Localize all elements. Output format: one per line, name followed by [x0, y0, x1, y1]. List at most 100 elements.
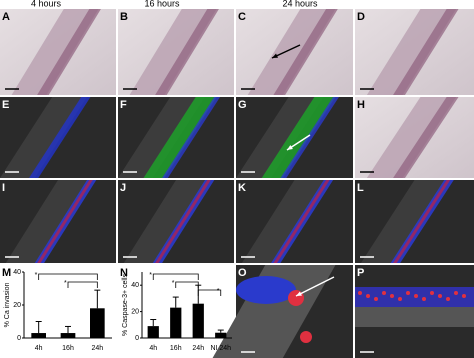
micrograph — [0, 9, 116, 95]
panel-label: G — [238, 99, 247, 111]
tissue-band — [393, 180, 451, 263]
micrograph — [118, 97, 234, 178]
y-tick-label: 0 — [17, 335, 21, 342]
x-tick-label: 4h — [35, 345, 43, 352]
panel-label: A — [2, 11, 10, 23]
micrograph — [0, 180, 116, 263]
tissue-band — [155, 180, 211, 263]
column-header: 24 hours — [282, 0, 318, 8]
column-header: 16 hours — [144, 0, 180, 8]
panel-label: P — [357, 267, 364, 279]
micrograph — [355, 97, 474, 178]
bar — [60, 333, 76, 338]
bracket — [67, 281, 98, 288]
cell — [422, 297, 426, 301]
cell — [446, 297, 450, 301]
panel-label: I — [2, 182, 5, 194]
tissue-band — [0, 97, 87, 178]
micrograph — [236, 97, 353, 178]
bar — [192, 303, 204, 338]
panel-label: M — [2, 267, 11, 279]
bracket — [197, 289, 222, 296]
cell — [300, 331, 312, 343]
tissue-band — [123, 180, 211, 263]
bar — [170, 307, 182, 338]
significance-marker: * — [64, 280, 67, 287]
cell — [390, 294, 394, 298]
arrow-head — [287, 145, 293, 150]
micrograph — [355, 180, 474, 263]
bar — [147, 326, 159, 338]
cell — [462, 294, 466, 298]
panel-label: H — [357, 99, 365, 111]
micrograph — [355, 265, 474, 358]
bracket — [38, 273, 98, 280]
tissue-band — [212, 265, 336, 358]
micrograph — [355, 9, 474, 95]
tissue-band — [273, 180, 330, 263]
panel-label: N — [120, 267, 128, 279]
x-tick-label: 16h — [62, 345, 74, 352]
tissue-band — [155, 9, 219, 95]
bar — [90, 308, 105, 338]
panel-label: L — [357, 182, 364, 194]
panel-label: E — [2, 99, 9, 111]
y-tick-label: 20 — [13, 302, 21, 309]
arrow — [295, 276, 335, 297]
tissue-band — [37, 180, 93, 263]
panel-label: J — [120, 182, 126, 194]
tissue-band — [393, 97, 459, 178]
tissue-band — [29, 97, 91, 178]
x-tick-label: NI 24h — [210, 345, 231, 352]
cell — [358, 291, 362, 295]
tissue-band — [162, 97, 221, 178]
cell — [438, 294, 442, 298]
micrograph — [236, 9, 353, 95]
tissue-band — [143, 97, 217, 178]
significance-marker: * — [35, 272, 38, 279]
arrow-head — [272, 53, 278, 58]
x-tick-label: 16h — [170, 345, 182, 352]
tissue-band — [393, 9, 459, 95]
tissue-band — [273, 9, 338, 95]
cell — [398, 297, 402, 301]
cell — [430, 291, 434, 295]
panel-label: D — [357, 11, 365, 23]
cell — [382, 291, 386, 295]
cell — [236, 276, 296, 304]
y-tick-label: 40 — [13, 269, 21, 276]
micrograph — [118, 180, 234, 263]
tissue-band — [5, 180, 93, 263]
panel-label: F — [120, 99, 127, 111]
significance-marker: * — [149, 272, 152, 279]
arrow-head — [296, 291, 302, 296]
panel-label: C — [238, 11, 246, 23]
bracket — [152, 273, 199, 280]
micrograph — [0, 97, 116, 178]
tissue-band — [360, 180, 451, 263]
y-axis-label: % Ca invasion — [4, 283, 11, 328]
bar — [31, 333, 46, 338]
micrograph — [212, 265, 353, 358]
bar — [215, 332, 227, 338]
y-tick-label: 20 — [131, 308, 139, 315]
cell — [454, 291, 458, 295]
cell — [406, 291, 410, 295]
bracket — [175, 281, 199, 288]
cell — [374, 297, 378, 301]
panel-label: O — [238, 267, 247, 279]
panel-label: K — [238, 182, 246, 194]
panel-label: B — [120, 11, 128, 23]
tissue-band — [355, 307, 474, 327]
column-header: 4 hours — [31, 0, 62, 8]
y-tick-label: 0 — [135, 335, 139, 342]
y-axis-label: % Caspase-3+ cells — [122, 273, 129, 336]
significance-marker: * — [172, 280, 175, 287]
tissue-band — [261, 97, 336, 178]
x-tick-label: 24h — [192, 345, 204, 352]
significance-marker: * — [217, 288, 220, 295]
tissue-band — [241, 180, 330, 263]
cell — [366, 294, 370, 298]
y-tick-label: 40 — [131, 282, 139, 289]
